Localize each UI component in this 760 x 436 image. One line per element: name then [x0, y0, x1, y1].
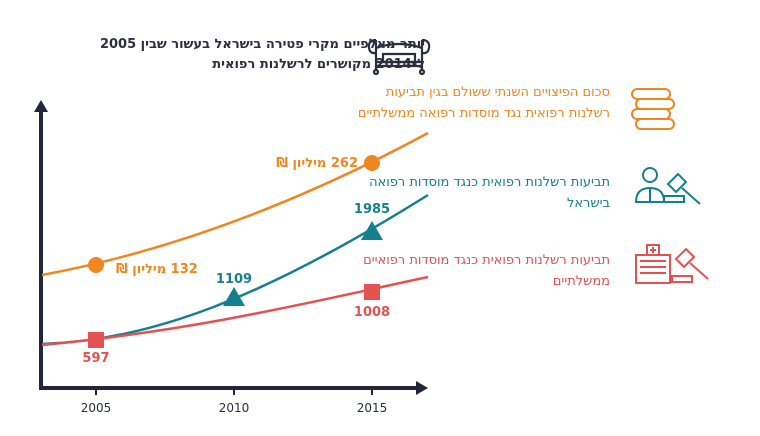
x-axis-arrow [416, 381, 428, 395]
legend-government-claims: תביעות רשלנות רפואית כנגד מוסדות רפואיים… [363, 253, 610, 289]
data-point-triangle [361, 221, 383, 240]
hospital-bed-icon [367, 38, 431, 76]
data-label: 1985 [354, 202, 390, 217]
data-label: 132 מיליון ₪ [116, 262, 198, 277]
data-point-circle [364, 155, 380, 171]
axes [34, 100, 428, 395]
data-label: 1109 [216, 272, 252, 287]
data-point-square [364, 284, 380, 300]
data-label: 262 מיליון ₪ [276, 156, 358, 171]
legend-compensation: סכום הפיצויים השנתי ששולם בגין תביעות רש… [357, 85, 610, 121]
x-tick-label: 2015 [357, 401, 388, 415]
y-axis-arrow [34, 100, 48, 112]
doctor-gavel-icon [634, 167, 701, 205]
data-point-square [88, 332, 104, 348]
data-label: 1008 [354, 305, 390, 320]
data-label: 597 [82, 351, 109, 366]
legend-all-claims: תביעות רשלנות רפואית כנגד מוסדות רפואה ב… [369, 175, 610, 211]
chart-title: יותר מאלפיים מקרי פטירה בישראל בעשור שבי… [99, 37, 425, 72]
hospital-gavel-icon [635, 244, 709, 284]
x-tick-label: 2010 [219, 401, 250, 415]
x-tick-label: 2005 [81, 401, 112, 415]
data-point-triangle [223, 287, 245, 306]
coins-icon [631, 88, 675, 130]
data-point-circle [88, 257, 104, 273]
